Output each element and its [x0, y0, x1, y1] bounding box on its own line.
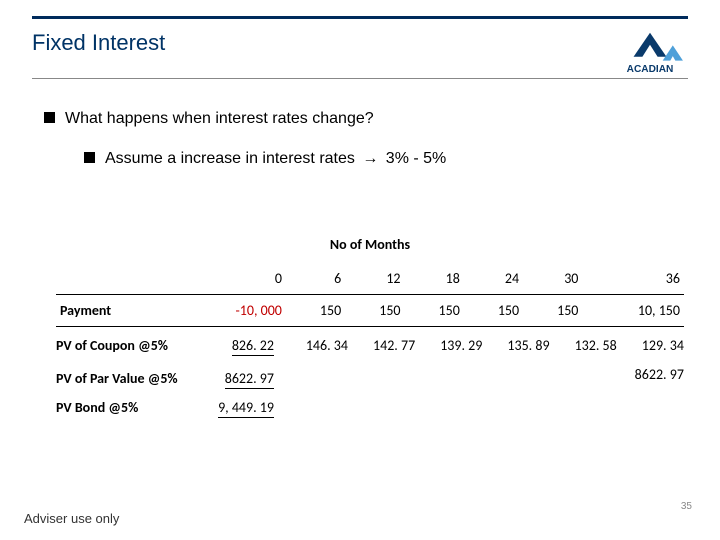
pv-coupon-cell: 139. 29	[422, 337, 482, 354]
pv-bond-row: PV Bond @5% 9, 449. 19	[56, 399, 684, 418]
payment-cell: 150	[464, 295, 523, 327]
pv-coupon-cell: 132. 58	[557, 337, 617, 354]
payment-cell: 150	[405, 295, 464, 327]
bullet-1: What happens when interest rates change?	[44, 108, 680, 130]
payment-label: Payment	[56, 295, 176, 327]
header: Fixed Interest ACADIAN	[32, 30, 688, 76]
pv-par-total: 8622. 97	[210, 370, 274, 389]
payment-row: Payment -10, 000 150 150 150 150 150 10,…	[56, 295, 684, 327]
month-col: 30	[523, 263, 582, 295]
table-section-header: No of Months	[56, 236, 684, 253]
payment-cell: 150	[523, 295, 582, 327]
pv-coupon-total: 826. 22	[210, 337, 274, 356]
bullet-1-text: What happens when interest rates change?	[65, 108, 374, 130]
pv-coupon-label: PV of Coupon @5%	[56, 337, 196, 354]
pv-coupon-cell: 142. 77	[355, 337, 415, 354]
top-bar	[32, 16, 688, 19]
pv-par-row: PV of Par Value @5% 8622. 97 8622. 97	[56, 366, 684, 389]
payment-cell: 150	[345, 295, 404, 327]
payment-cell: -10, 000	[176, 295, 286, 327]
pv-rows: PV of Coupon @5% 826. 22 146. 34 142. 77…	[56, 337, 684, 418]
month-col: 24	[464, 263, 523, 295]
month-col: 36	[582, 263, 684, 295]
slide-title: Fixed Interest	[32, 30, 165, 56]
pv-bond-label: PV Bond @5%	[56, 399, 196, 416]
square-bullet-icon	[44, 112, 55, 123]
bullet-2-text: Assume a increase in interest rates → 3%…	[105, 148, 446, 170]
bullet-list: What happens when interest rates change?…	[44, 108, 680, 169]
pv-coupon-cell: 129. 34	[624, 337, 684, 354]
page-number: 35	[681, 501, 692, 512]
payment-cell: 10, 150	[582, 295, 684, 327]
bullet-2: Assume a increase in interest rates → 3%…	[84, 148, 680, 170]
pv-bond-total: 9, 449. 19	[210, 399, 274, 418]
bullet-2-post: 3% - 5%	[381, 150, 446, 167]
acadian-logo: ACADIAN	[612, 30, 688, 76]
month-col: 18	[405, 263, 464, 295]
arrow-right-icon: →	[362, 148, 378, 170]
month-col: 0	[176, 263, 286, 295]
months-header-row: 0 6 12 18 24 30 36	[56, 263, 684, 295]
pv-par-months: 8622. 97	[288, 366, 684, 383]
pv-coupon-cell: 135. 89	[490, 337, 550, 354]
header-rule	[32, 78, 688, 79]
data-table: 0 6 12 18 24 30 36 Payment -10, 000 150 …	[56, 263, 684, 327]
pv-coupon-cell: 146. 34	[288, 337, 348, 354]
slide: Fixed Interest ACADIAN What happens when…	[0, 0, 720, 540]
empty-header	[56, 263, 176, 295]
month-col: 12	[345, 263, 404, 295]
pv-par-last: 8622. 97	[624, 366, 684, 383]
footer-text: Adviser use only	[24, 511, 119, 526]
payment-cell: 150	[286, 295, 345, 327]
bullet-2-pre: Assume a increase in interest rates	[105, 150, 359, 167]
logo-text: ACADIAN	[627, 64, 674, 75]
months-table: No of Months 0 6 12 18 24 30 36 Payment …	[56, 236, 684, 418]
month-col: 6	[286, 263, 345, 295]
pv-par-label: PV of Par Value @5%	[56, 370, 196, 387]
square-bullet-icon	[84, 152, 95, 163]
pv-coupon-months: 146. 34 142. 77 139. 29 135. 89 132. 58 …	[288, 337, 684, 354]
pv-coupon-row: PV of Coupon @5% 826. 22 146. 34 142. 77…	[56, 337, 684, 356]
